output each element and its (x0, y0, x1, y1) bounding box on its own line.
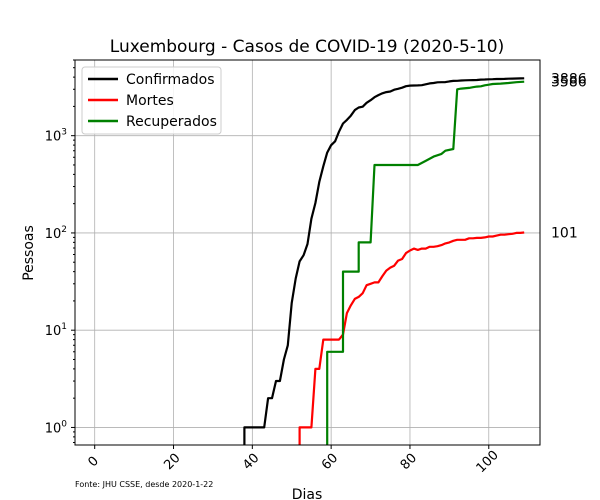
series-line-mortes (298, 231, 525, 445)
legend-label-confirmados: Confirmados (126, 72, 215, 88)
y-tick-label: 102 (45, 225, 67, 242)
legend-box (81, 66, 222, 135)
y-axis-label: Pessoas (21, 225, 37, 281)
series-line-recuperados (326, 80, 525, 445)
end-label-mortes: 101 (551, 226, 578, 242)
y-tick-label: 100 (45, 419, 68, 436)
legend-label-mortes: Mortes (126, 93, 174, 109)
x-axis-label: Dias (292, 487, 323, 500)
x-tick-label: 20 (161, 451, 183, 473)
x-tick-label: 80 (398, 451, 420, 473)
end-label-confirmados: 3886 (551, 71, 587, 87)
x-tick-label: 40 (240, 451, 262, 473)
x-tick-label: 60 (319, 451, 341, 473)
legend-label-recuperados: Recuperados (126, 114, 217, 130)
end-label-recuperados: 3586 (551, 75, 587, 91)
legend: Confirmados Mortes Recuperados (81, 66, 222, 135)
y-tick-label: 101 (45, 322, 67, 339)
series-line-confirmados (243, 77, 525, 445)
y-tick-label: 103 (45, 128, 67, 145)
series-lines (243, 77, 525, 445)
source-note: Fonte: JHU CSSE, desde 2020-1-22 (75, 480, 213, 489)
chart-title: Luxembourg - Casos de COVID-19 (2020-5-1… (110, 37, 504, 57)
x-tick-label: 100 (474, 448, 502, 476)
plot-frame (74, 59, 541, 446)
x-tick-label: 0 (85, 454, 101, 470)
y-axis: 100 101 102 103 (45, 59, 75, 444)
x-axis: 0 20 40 60 80 100 (85, 445, 502, 476)
